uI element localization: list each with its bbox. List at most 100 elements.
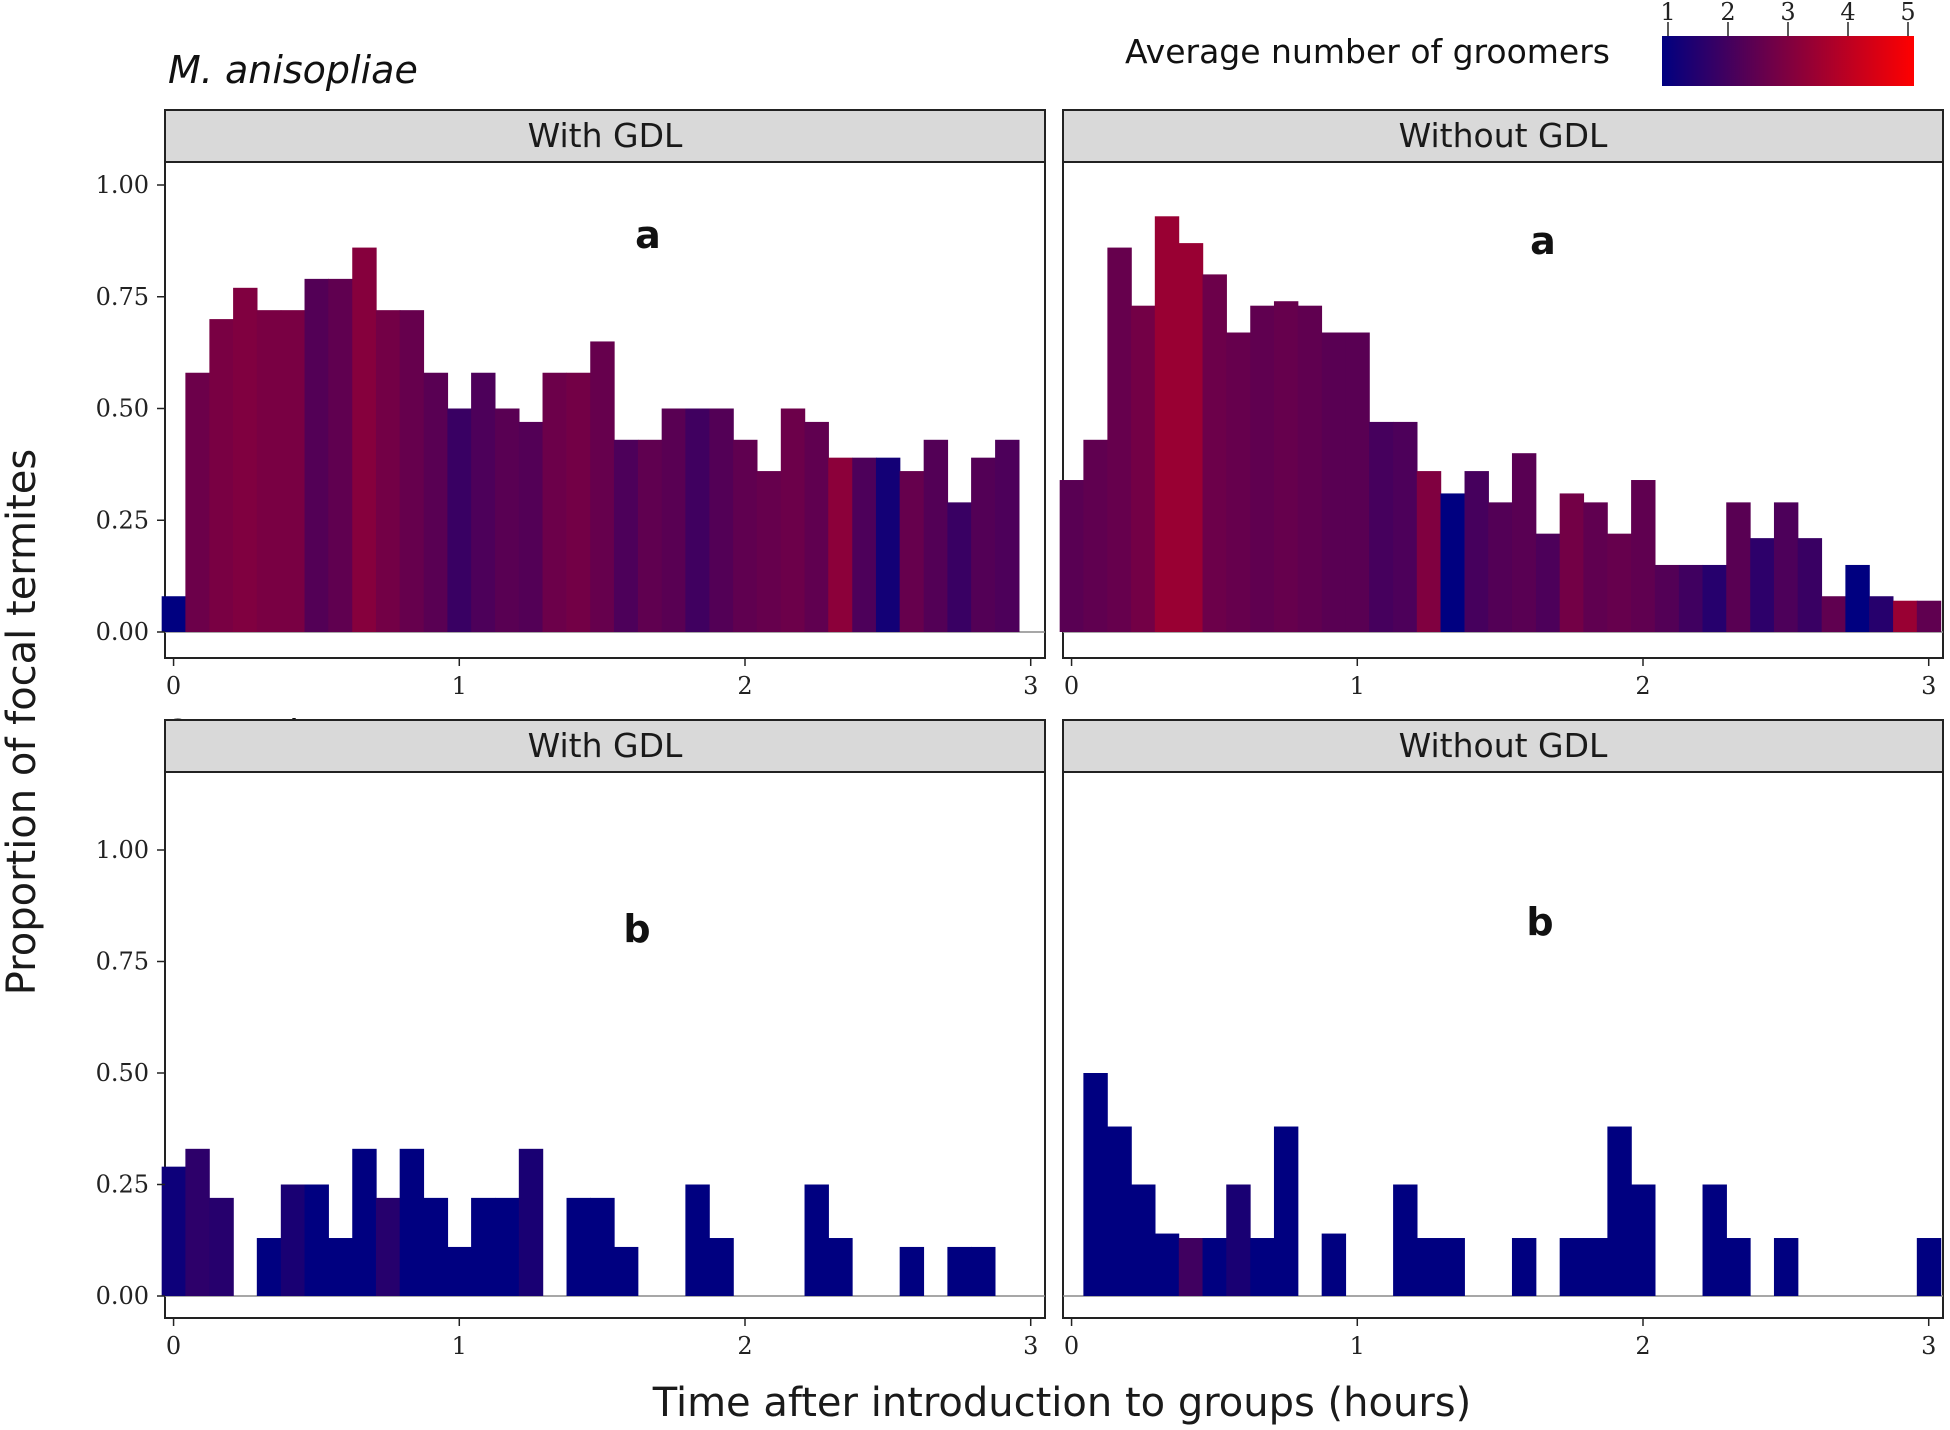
histogram-bar — [1607, 1126, 1632, 1296]
histogram-bar — [518, 1148, 544, 1296]
histogram-bar — [304, 278, 329, 632]
histogram-bar — [971, 457, 996, 632]
histogram-bar — [899, 471, 925, 632]
x-tick-label: 3 — [1023, 672, 1038, 700]
x-tick-label: 3 — [1921, 1332, 1936, 1360]
histogram-bar — [852, 457, 877, 632]
histogram-bar — [566, 372, 591, 632]
histogram-bar — [1202, 1238, 1227, 1296]
histogram-bar — [1583, 1238, 1608, 1296]
histogram-bar — [685, 408, 710, 632]
facet-strip-label: With GDL — [528, 116, 683, 155]
histogram-bar — [590, 1197, 615, 1296]
y-tick-label: 0.25 — [96, 1171, 149, 1199]
histogram-bar — [1131, 305, 1156, 632]
histogram-bar — [1273, 1126, 1299, 1296]
histogram-bar — [1750, 538, 1775, 632]
facet-strip — [1062, 109, 1944, 163]
x-tick-label: 2 — [1635, 672, 1650, 700]
x-tick-label: 0 — [1064, 672, 1079, 700]
histogram-bar — [709, 408, 734, 632]
facet-strip-label: With GDL — [528, 726, 683, 765]
histogram-bar — [1107, 1126, 1132, 1296]
legend-tick-label: 4 — [1840, 0, 1855, 26]
histogram-bar — [328, 278, 353, 632]
significance-letter: b — [623, 907, 650, 951]
legend-ticks: 1 2 3 4 5 — [1660, 0, 1916, 36]
histogram-bar — [1678, 564, 1704, 632]
histogram-bar — [613, 439, 639, 632]
panel-m-anisopliae-without-gdl: Without GDL a 0 1 2 3 — [1059, 109, 1944, 700]
histogram-bar — [233, 287, 258, 632]
histogram-bar — [1226, 332, 1251, 632]
y-tick-label: 0.75 — [96, 283, 149, 311]
histogram-bar — [1916, 1238, 1942, 1296]
histogram-bar — [1773, 502, 1799, 632]
histogram-bar — [971, 1246, 996, 1296]
row-label-m-anisopliae: M. anisopliae — [168, 48, 418, 92]
histogram-bar — [1511, 1238, 1537, 1296]
histogram-bar — [709, 1238, 734, 1296]
histogram-bar — [1726, 1238, 1751, 1296]
histogram-bar — [399, 1148, 425, 1296]
histogram-bar — [923, 439, 949, 632]
histogram-bar — [471, 1197, 496, 1296]
histogram-bar — [947, 502, 972, 632]
histogram-bar — [637, 439, 663, 632]
legend-colorbar — [1662, 36, 1914, 86]
y-tick-label: 1.00 — [96, 836, 149, 864]
panel-m-anisopliae-with-gdl: With GDL a 0 1 2 3 0.00 0.25 0.50 0.75 1.00 — [96, 109, 1046, 700]
y-tick-label: 0.25 — [96, 506, 149, 534]
y-axis-title: Proportion of focal termites — [0, 449, 45, 996]
y-tick-label: 0.50 — [96, 1059, 149, 1087]
panel-control-with-gdl: With GDL b 0 1 2 3 0.00 0.25 0.50 0.75 1.00 — [96, 719, 1046, 1360]
histogram-bar — [1250, 305, 1275, 632]
histogram-bar — [352, 1148, 377, 1296]
legend-tick-label: 2 — [1720, 0, 1735, 26]
x-tick-label: 3 — [1921, 672, 1936, 700]
histogram-bar — [1726, 502, 1751, 632]
histogram-bar — [471, 372, 496, 632]
histogram-bar — [995, 439, 1020, 632]
histogram-bar — [256, 1238, 282, 1296]
histogram-bar — [1178, 243, 1204, 633]
facet-strip — [1062, 719, 1944, 773]
x-tick-label: 1 — [452, 1332, 467, 1360]
histogram-bar — [1631, 480, 1656, 632]
histogram-bar — [399, 310, 425, 632]
histogram-bar — [756, 471, 782, 632]
histogram-bar — [661, 408, 687, 632]
histogram-bar — [1535, 533, 1561, 632]
histogram-bar — [375, 310, 401, 632]
histogram-bar — [613, 1246, 639, 1296]
legend-tick-label: 3 — [1780, 0, 1795, 26]
histogram-bar — [1369, 421, 1394, 632]
x-tick-label: 0 — [1064, 1332, 1079, 1360]
histogram-bar — [1345, 332, 1370, 632]
histogram-bar — [423, 1197, 449, 1296]
histogram-bar — [1178, 1238, 1204, 1296]
histogram-bar — [423, 372, 449, 632]
histogram-bar — [280, 1184, 306, 1296]
y-tick-label: 0.50 — [96, 395, 149, 423]
histogram-bar — [495, 1197, 520, 1296]
histogram-bar — [1845, 564, 1870, 632]
histogram-bar — [495, 408, 520, 632]
histogram-bar — [185, 1148, 210, 1296]
x-axis-title: Time after introduction to groups (hours… — [652, 1380, 1471, 1426]
histogram-bar — [780, 408, 806, 632]
histogram-bar — [1654, 564, 1680, 632]
histogram-bar — [1511, 453, 1537, 632]
histogram-bar — [447, 1246, 472, 1296]
x-tick-label: 1 — [1350, 1332, 1365, 1360]
histogram-bar — [1440, 1238, 1465, 1296]
facet-strip — [164, 109, 1046, 163]
histogram-bar — [256, 310, 282, 632]
histogram-bar — [375, 1197, 401, 1296]
x-tick-label: 3 — [1023, 1332, 1038, 1360]
histogram-bar — [804, 1184, 829, 1296]
histogram-bar — [733, 439, 758, 632]
significance-letter: b — [1526, 900, 1553, 944]
histogram-bar — [1869, 596, 1894, 632]
histogram-bar — [280, 310, 306, 632]
